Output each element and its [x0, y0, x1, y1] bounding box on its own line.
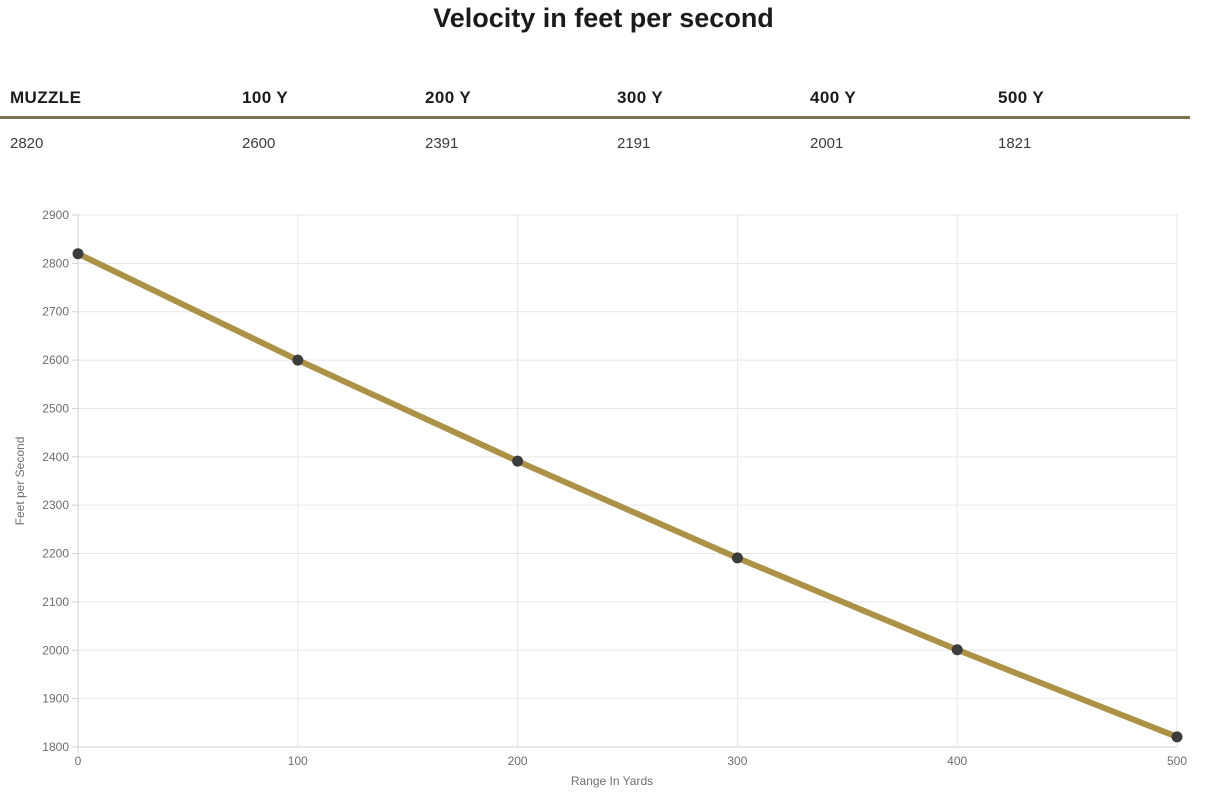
velocity-value-cell: 2820 [10, 135, 44, 152]
column-header-400-y: 400 Y [810, 88, 857, 107]
y-tick-label: 2500 [42, 401, 69, 415]
x-tick-label: 400 [947, 754, 967, 768]
velocity-value-cell: 2600 [242, 135, 276, 152]
y-tick-label: 2400 [42, 450, 69, 464]
y-tick-label: 2100 [42, 595, 69, 609]
y-tick-label: 2000 [42, 643, 69, 657]
x-axis-title: Range In Yards [571, 774, 653, 788]
data-point-marker [512, 455, 524, 467]
x-tick-label: 500 [1167, 754, 1187, 768]
velocity-table: MUZZLE 100 Y 200 Y 300 Y 400 Y 500 Y 2820 2600… [0, 88, 1207, 152]
data-point-marker [731, 552, 743, 564]
x-tick-label: 300 [727, 754, 747, 768]
data-point-marker [1171, 731, 1183, 743]
velocity-table-header-row: MUZZLE 100 Y 200 Y 300 Y 400 Y 500 Y [0, 88, 1207, 108]
velocity-line-chart: 1800190020002100220023002400250026002700… [13, 208, 1187, 788]
y-tick-label: 2600 [42, 353, 69, 367]
y-tick-label: 2300 [42, 498, 69, 512]
y-axis-title: Feet per Second [13, 437, 27, 526]
data-point-marker [72, 248, 84, 260]
page-title: Velocity in feet per second [433, 3, 774, 33]
data-point-marker [951, 644, 963, 656]
velocity-value-cell: 2191 [617, 135, 651, 152]
velocity-value-cell: 2001 [810, 135, 844, 152]
y-tick-label: 2200 [42, 547, 69, 561]
y-tick-label: 2900 [42, 208, 69, 222]
y-tick-label: 1900 [42, 692, 69, 706]
data-point-marker [292, 354, 304, 366]
y-tick-label: 2700 [42, 305, 69, 319]
column-header-muzzle: MUZZLE [10, 88, 82, 107]
column-header-500-y: 500 Y [998, 88, 1045, 107]
velocity-value-cell: 2391 [425, 135, 459, 152]
column-header-200-y: 200 Y [425, 88, 472, 107]
column-header-100-y: 100 Y [242, 88, 289, 107]
column-header-300-y: 300 Y [617, 88, 664, 107]
velocity-table-values-row: 2820 2600 2391 2191 2001 1821 [0, 135, 1207, 152]
table-divider-rule [0, 116, 1190, 119]
velocity-value-cell: 1821 [998, 135, 1032, 152]
x-tick-label: 200 [508, 754, 528, 768]
x-tick-label: 0 [75, 754, 82, 768]
velocity-series-line [75, 250, 1180, 740]
y-tick-label: 1800 [42, 740, 69, 754]
x-tick-label: 100 [288, 754, 308, 768]
y-tick-label: 2800 [42, 256, 69, 270]
